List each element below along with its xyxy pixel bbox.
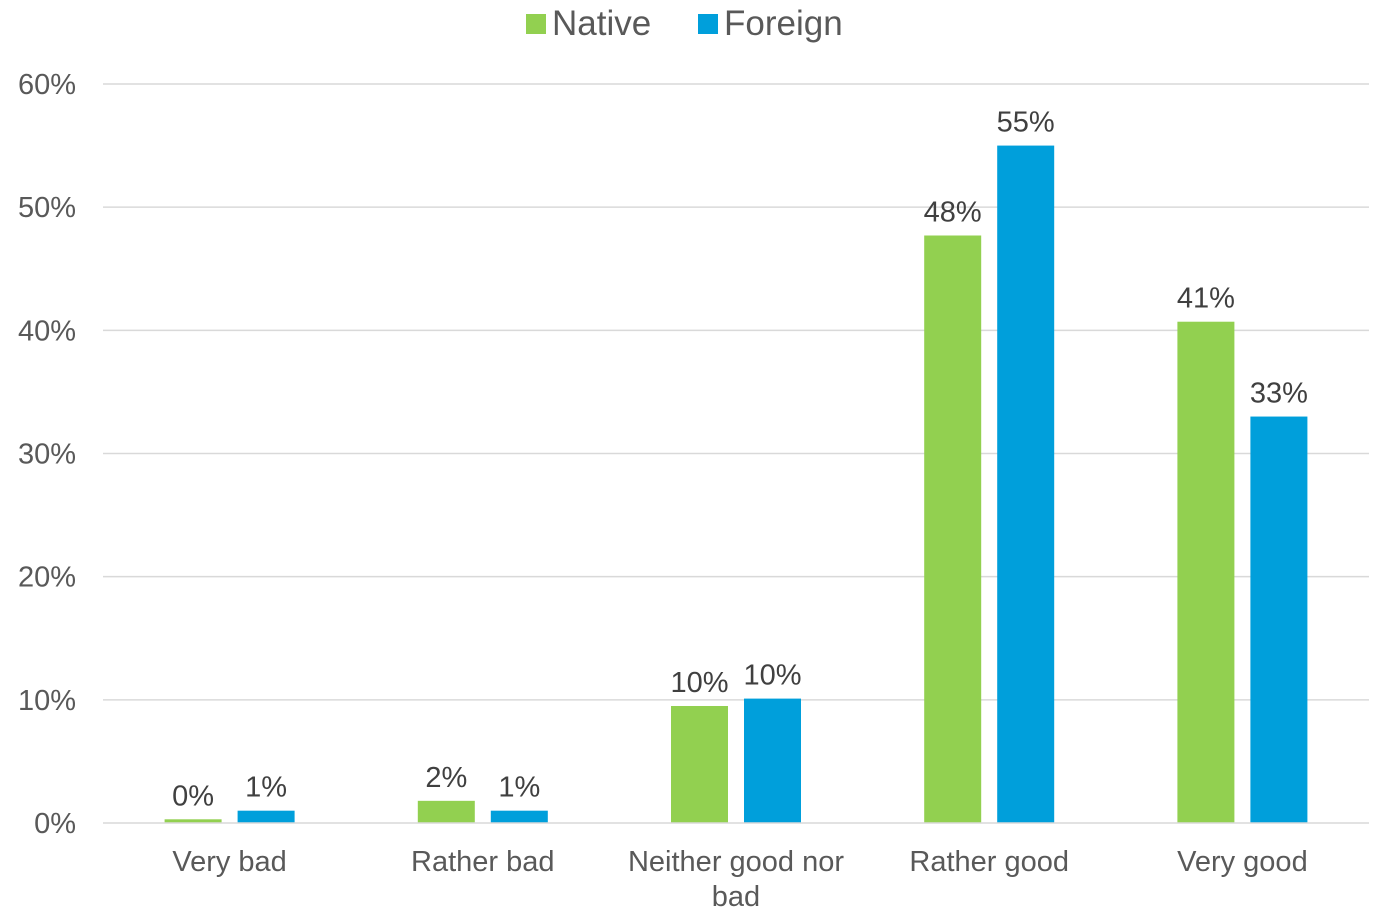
x-tick-label-line: Very bad (172, 846, 286, 878)
y-tick-label: 50% (18, 192, 76, 224)
y-tick-label: 20% (18, 562, 76, 594)
x-tick-label-line: Rather good (909, 846, 1069, 878)
legend-label-native: Native (552, 4, 651, 43)
y-tick-label: 60% (18, 69, 76, 101)
bar-native-rather-bad (417, 800, 475, 823)
y-axis: 0% 10% 20% 30% 40% 50% 60% (18, 69, 76, 840)
bar-foreign-very-bad (237, 810, 295, 823)
bar-foreign-rather-good (997, 145, 1055, 824)
x-tick-label-line: Very good (1177, 846, 1308, 878)
gridlines (103, 83, 1369, 701)
data-label-foreign-very-bad: 1% (245, 772, 287, 804)
data-label-native-neither-good-nor-bad: 10% (670, 667, 728, 699)
x-tick-label-line: Rather bad (411, 846, 555, 878)
bar-foreign-rather-bad (490, 810, 548, 823)
x-tick-label-very-good: Very good (1177, 846, 1308, 878)
data-label-foreign-rather-bad: 1% (498, 772, 540, 804)
legend-swatch-foreign (698, 14, 718, 34)
data-label-native-very-bad: 0% (172, 780, 214, 812)
data-label-foreign-rather-good: 55% (997, 107, 1055, 139)
x-tick-label-very-bad: Very bad (172, 846, 286, 878)
bars (164, 145, 1308, 824)
x-tick-label-line: bad (712, 881, 760, 911)
x-axis: Very bad Rather bad Neither good nor bad Rat… (103, 822, 1369, 911)
legend-label-foreign: Foreign (724, 4, 843, 43)
y-tick-label: 30% (18, 439, 76, 471)
x-tick-label-neither-good-nor-bad: Neither good nor bad (628, 846, 844, 911)
data-label-native-rather-good: 48% (924, 196, 982, 228)
bar-native-neither-good-nor-bad (671, 705, 728, 823)
bar-native-very-bad (164, 819, 222, 823)
data-label-native-very-good: 41% (1177, 283, 1235, 315)
bar-native-rather-good (924, 235, 982, 823)
data-label-foreign-very-good: 33% (1250, 378, 1308, 410)
data-label-native-rather-bad: 2% (425, 762, 467, 794)
legend: Native Foreign (526, 4, 843, 43)
bar-foreign-very-good (1250, 416, 1308, 823)
bar-foreign-neither-good-nor-bad (744, 698, 801, 823)
y-tick-label: 10% (18, 685, 76, 717)
x-tick-label-line: Neither good nor (628, 846, 844, 878)
data-labels: 0% 1% 2% 1% 10% 10% 48% 55% 41% 33% (172, 107, 1308, 813)
x-tick-label-rather-good: Rather good (909, 846, 1069, 878)
y-tick-label: 0% (34, 808, 76, 840)
legend-swatch-native (526, 14, 546, 34)
x-tick-label-rather-bad: Rather bad (411, 846, 555, 878)
y-tick-label: 40% (18, 315, 76, 347)
bar-native-very-good (1177, 321, 1235, 823)
data-label-foreign-neither-good-nor-bad: 10% (743, 660, 801, 692)
